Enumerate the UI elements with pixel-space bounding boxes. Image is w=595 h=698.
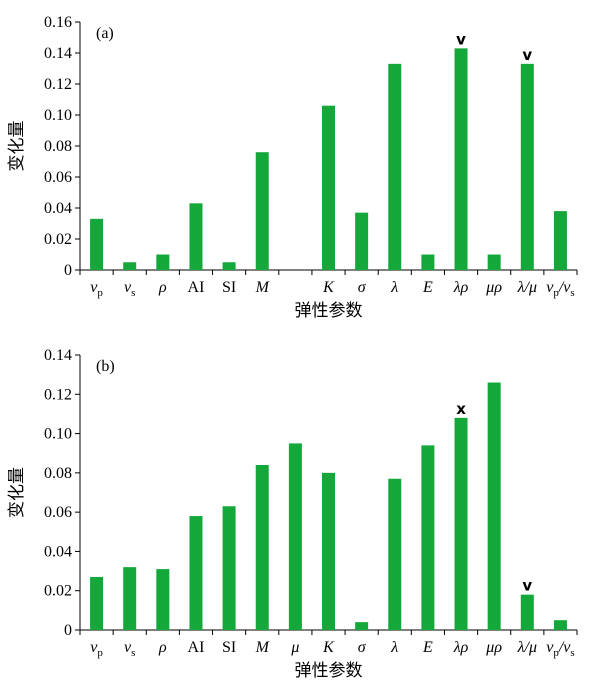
panel-b-y-tick-label: 0.04: [44, 543, 72, 560]
panel-b-bar: [553, 620, 567, 630]
panel-b-y-tick-label: 0.02: [44, 583, 72, 600]
panel-b-y-tick-label: 0.08: [44, 465, 72, 482]
panel-a-y-axis-title: 变化量: [7, 121, 27, 172]
panel-a-category-label: λρ: [453, 279, 469, 296]
panel-b-x-axis-title: 弹性参数: [295, 661, 363, 681]
panel-a-category-label: M: [255, 279, 271, 296]
panel-a-mark: v: [522, 46, 532, 64]
panel-a-bar: [189, 203, 203, 270]
panel-b-category-label: λρ: [453, 639, 469, 656]
panel-a-bar: [322, 105, 335, 270]
panel-b-bar: [90, 576, 104, 630]
panel-a-bar: [156, 254, 170, 270]
panel-b-bar: [123, 567, 137, 630]
panel-b-bar: [288, 443, 302, 630]
panel-a-category-label: ρ: [158, 279, 167, 296]
panel-a-category-label: AI: [188, 279, 205, 296]
panel-b-bar: [487, 382, 501, 630]
panel-a-bar: [487, 254, 501, 270]
panel-a-category-label: vs: [124, 279, 135, 299]
panel-a-category-label: vp: [90, 279, 103, 299]
panel-b-y-tick-label: 0.14: [44, 347, 72, 364]
panel-a-y-tick-label: 0.02: [44, 231, 72, 248]
panel-b-bar: [322, 472, 335, 630]
panel-b-bar: [520, 594, 534, 630]
panel-a-bar: [520, 63, 534, 270]
panel-b-category-label: μ: [290, 639, 299, 656]
panel-b-category-label: SI: [222, 639, 236, 656]
panel-b-bar: [222, 506, 236, 630]
panel-a-bar: [421, 254, 435, 270]
panel-b-category-label: σ: [358, 639, 367, 656]
panel-b-bar: [454, 417, 468, 630]
panel-b-bar: [255, 465, 269, 630]
panel-a-category-label: μρ: [485, 279, 502, 296]
panel-a-y-tick-label: 0: [64, 262, 72, 279]
panel-b-bar: [156, 569, 170, 630]
panel-b-y-tick-label: 0.10: [44, 426, 72, 443]
panel-a-bar: [90, 218, 104, 270]
panel-a-category-label: SI: [222, 279, 236, 296]
panel-b-mark: x: [456, 400, 466, 418]
panel-a-y-tick-label: 0.06: [44, 169, 72, 186]
panel-b-category-label: vs: [124, 639, 135, 659]
panel-a-bar: [255, 152, 269, 270]
panel-b-category-label: AI: [188, 639, 205, 656]
panel-b-category-label: ρ: [158, 639, 167, 656]
panel-b-category-label: λ: [390, 639, 398, 656]
panel-a-category-label: K: [322, 279, 335, 296]
panel-a-bar: [355, 212, 369, 270]
panel-b-y-axis-title: 变化量: [7, 467, 27, 518]
panel-b-bar: [421, 445, 435, 630]
panel-a-bar: [388, 63, 402, 270]
panel-b-y-tick-label: 0: [64, 622, 72, 639]
panel-a-y-tick-label: 0.12: [44, 76, 72, 93]
panel-a-bar: [454, 48, 468, 270]
panel-a-y-tick-label: 0.04: [44, 200, 72, 217]
panel-b-category-label: vp: [90, 639, 103, 659]
panel-a-bar: [123, 262, 137, 270]
panel-a-bar: [553, 211, 567, 270]
panel-b-mark: v: [522, 577, 532, 595]
panel-a-category-label: σ: [358, 279, 367, 296]
panel-b-category-label: K: [322, 639, 335, 656]
panel-a-category-label: E: [422, 279, 433, 296]
panel-b-category-label: μρ: [485, 639, 502, 656]
panel-a-category-label: λ: [390, 279, 398, 296]
panel-a-y-tick-label: 0.14: [44, 45, 72, 62]
panel-b-category-label: λ/μ: [517, 639, 537, 656]
panel-a-label: (a): [96, 25, 114, 42]
panel-b-bar: [189, 516, 203, 630]
panel-b-y-tick-label: 0.06: [44, 504, 72, 521]
panel-b-category-label: vp/vs: [546, 639, 574, 659]
panel-b-bar: [355, 622, 369, 630]
panel-b-category-label: M: [255, 639, 271, 656]
panel-b-y-tick-label: 0.12: [44, 386, 72, 403]
panel-b-category-label: E: [422, 639, 433, 656]
panel-b-label: (b): [96, 358, 115, 375]
panel-a-mark: v: [456, 30, 466, 48]
panel-a-category-label: λ/μ: [517, 279, 537, 296]
panel-a-x-axis-title: 弹性参数: [295, 301, 363, 321]
panel-a-y-tick-label: 0.08: [44, 138, 72, 155]
panel-a-y-tick-label: 0.10: [44, 107, 72, 124]
panel-b-bar: [388, 478, 402, 630]
panel-a-bar: [222, 262, 236, 270]
panel-a-y-tick-label: 0.16: [44, 14, 72, 31]
panel-a-category-label: vp/vs: [546, 279, 574, 299]
